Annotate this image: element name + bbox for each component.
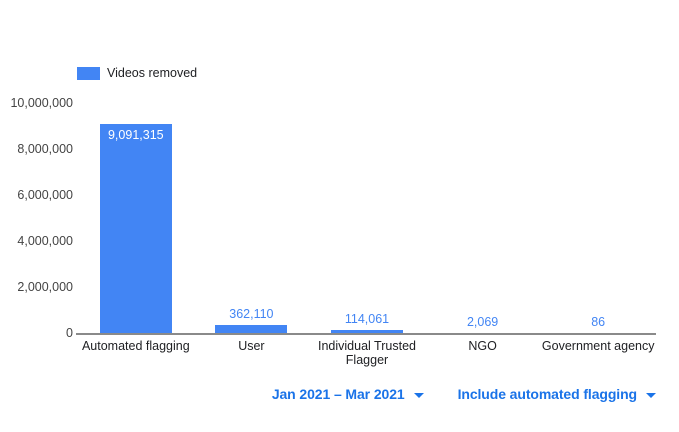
date-range-label: Jan 2021 – Mar 2021	[271, 386, 405, 402]
bar-value-label: 86	[591, 315, 606, 329]
legend-label: Videos removed	[107, 66, 198, 80]
bar-value-label: 2,069	[466, 315, 499, 329]
y-axis-tick-label: 10,000,000	[10, 96, 73, 110]
category-label: NGO	[468, 339, 497, 353]
category-label: Automated flagging	[81, 339, 190, 353]
bar-value-label: 9,091,315	[107, 128, 164, 142]
bar-user[interactable]	[215, 325, 288, 333]
dropdown-arrow-icon	[413, 392, 424, 398]
category-label: User	[238, 339, 265, 353]
category-label: Government agency	[541, 339, 655, 353]
x-axis-line	[76, 333, 656, 335]
flagging-filter-label: Include automated flagging	[457, 386, 638, 402]
legend: Videos removed	[77, 67, 197, 80]
y-axis-tick-label: 6,000,000	[17, 188, 73, 202]
category-label: Individual Trusted Flagger	[318, 339, 416, 367]
y-axis-tick-label: 4,000,000	[17, 234, 73, 248]
y-axis-tick-label: 0	[66, 326, 73, 340]
y-axis-tick-label: 2,000,000	[17, 280, 73, 294]
y-axis-tick-label: 8,000,000	[17, 142, 73, 156]
bar-value-label: 362,110	[229, 307, 274, 321]
legend-swatch	[77, 67, 100, 80]
chart-controls: Jan 2021 – Mar 2021 Include automated fl…	[272, 385, 656, 403]
date-range-dropdown[interactable]: Jan 2021 – Mar 2021	[272, 385, 424, 403]
bar-individual-trusted-flagger[interactable]	[331, 330, 403, 333]
bar-automated-flagging[interactable]	[99, 124, 172, 333]
dropdown-arrow-icon	[646, 392, 656, 398]
flagging-filter-dropdown[interactable]: Include automated flagging	[458, 385, 656, 403]
bar-value-label: 114,061	[344, 312, 390, 326]
